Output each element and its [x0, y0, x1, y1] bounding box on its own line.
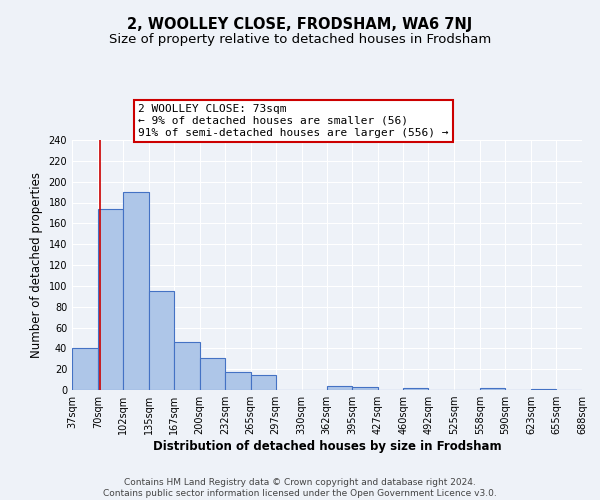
Y-axis label: Number of detached properties: Number of detached properties: [30, 172, 43, 358]
Text: 2, WOOLLEY CLOSE, FRODSHAM, WA6 7NJ: 2, WOOLLEY CLOSE, FRODSHAM, WA6 7NJ: [127, 18, 473, 32]
Bar: [480, 388, 505, 390]
Bar: [72, 348, 98, 390]
Text: Contains HM Land Registry data © Crown copyright and database right 2024.
Contai: Contains HM Land Registry data © Crown c…: [103, 478, 497, 498]
Bar: [326, 386, 352, 390]
Bar: [98, 209, 123, 390]
Bar: [352, 387, 377, 390]
Bar: [174, 342, 200, 390]
Bar: [403, 388, 428, 390]
Bar: [149, 291, 174, 390]
Bar: [200, 358, 225, 390]
Bar: [225, 372, 251, 390]
Text: Size of property relative to detached houses in Frodsham: Size of property relative to detached ho…: [109, 32, 491, 46]
Bar: [251, 376, 275, 390]
Bar: [123, 192, 149, 390]
X-axis label: Distribution of detached houses by size in Frodsham: Distribution of detached houses by size …: [152, 440, 502, 453]
Bar: [531, 389, 556, 390]
Text: 2 WOOLLEY CLOSE: 73sqm
← 9% of detached houses are smaller (56)
91% of semi-deta: 2 WOOLLEY CLOSE: 73sqm ← 9% of detached …: [139, 104, 449, 138]
